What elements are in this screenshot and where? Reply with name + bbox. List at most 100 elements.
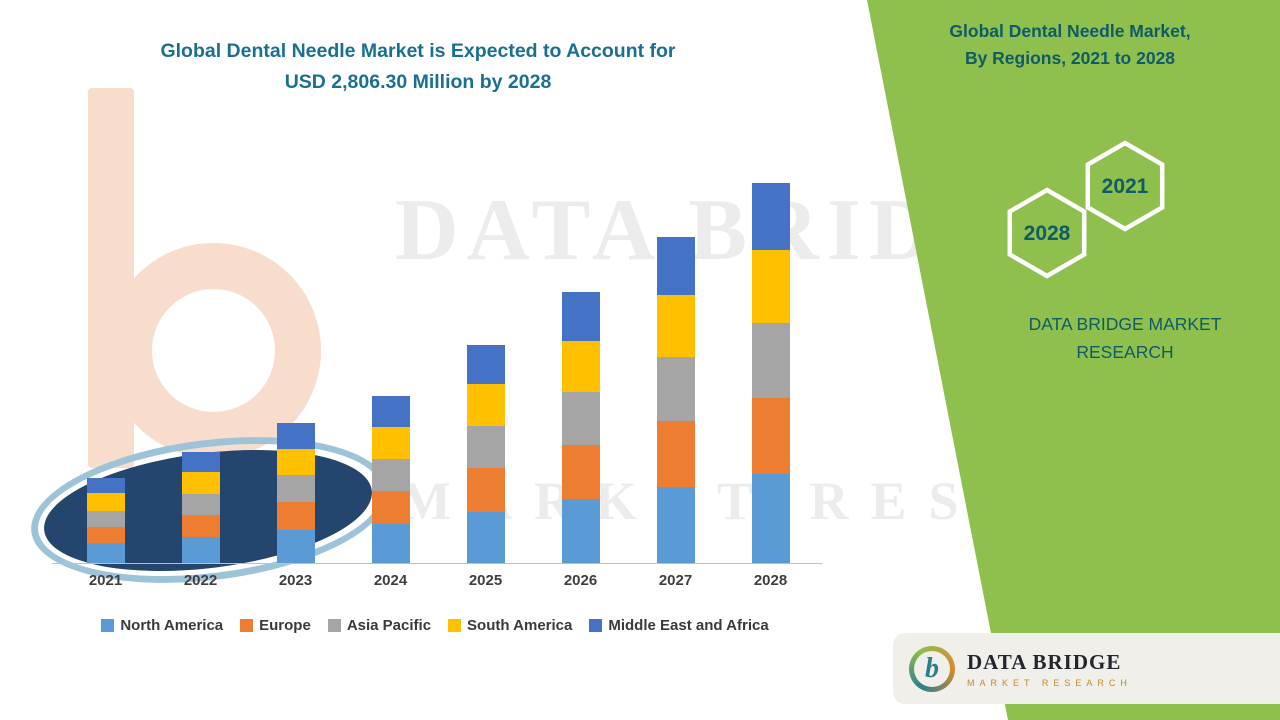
bar-segment [276, 474, 315, 503]
bar-segment [656, 236, 695, 295]
bar-segment [86, 542, 125, 563]
legend-item: Middle East and Africa [589, 617, 769, 634]
bar-segment [561, 392, 600, 446]
stacked-bar-2022 [181, 451, 220, 563]
legend-item: South America [448, 617, 572, 634]
bar-segment [86, 526, 125, 543]
brand-card: b DATA BRIDGE MARKET RESEARCH [893, 633, 1280, 704]
bar-segment [466, 384, 505, 427]
brand-logo-icon: b [909, 645, 955, 692]
bar-segment [181, 451, 220, 473]
legend-label: South America [467, 617, 573, 634]
legend-item: Europe [240, 617, 311, 634]
legend-label: Asia Pacific [346, 617, 432, 634]
bar-segment [371, 426, 410, 459]
bar-segment [276, 502, 315, 530]
bar-segment [371, 490, 410, 524]
chart-title: Global Dental Needle Market is Expected … [60, 36, 776, 98]
bar-segment [181, 514, 220, 537]
bar-group [58, 183, 153, 563]
x-axis-label: 2024 [373, 572, 408, 589]
bar-segment [276, 448, 315, 475]
bar-group [153, 183, 248, 563]
legend: North America Europe Asia Pacific South Ame… [40, 617, 830, 634]
bar-segment [751, 323, 790, 398]
legend-swatch [240, 619, 254, 632]
x-axis-label: 2027 [658, 572, 693, 589]
bar-group [723, 183, 818, 563]
legend-label: Middle East and Africa [608, 617, 769, 634]
side-panel-brand-line2: RESEARCH [1076, 342, 1174, 362]
stacked-bar-2021 [86, 477, 125, 563]
bar-segment [751, 473, 790, 563]
bar-segment [561, 340, 600, 393]
bar-segment [751, 183, 790, 251]
hexagon-2021-label: 2021 [1102, 175, 1149, 198]
chart-title-line1: Global Dental Needle Market is Expected … [160, 40, 676, 62]
legend-label: North America [120, 617, 224, 634]
bar-segment [751, 250, 790, 324]
bar-segment [276, 422, 315, 449]
bar-segment [466, 511, 505, 563]
bar-group [343, 183, 438, 563]
bar-segment [751, 397, 790, 474]
legend-item: North America [101, 617, 223, 634]
legend-label: Europe [259, 617, 311, 634]
brand-subtitle: MARKET RESEARCH [967, 677, 1132, 688]
bar-group [533, 183, 628, 563]
bar-segment [276, 529, 315, 563]
bar-segment [466, 344, 505, 385]
brand-name: DATA BRIDGE [967, 649, 1122, 674]
stacked-bar-2023 [276, 422, 315, 563]
side-panel-title-line2: By Regions, 2021 to 2028 [964, 48, 1176, 69]
bar-segment [466, 426, 505, 469]
bar-segment [181, 493, 220, 515]
side-panel-title: Global Dental Needle Market, By Regions,… [905, 18, 1235, 72]
bar-segment [656, 486, 695, 563]
bar-segment [561, 445, 600, 500]
hexagon-2028 [1007, 187, 1087, 279]
legend-swatch [448, 619, 462, 632]
x-axis-label: 2023 [278, 572, 313, 589]
bar-segment [86, 510, 125, 527]
x-axis-labels: 2021 2022 2023 2024 2025 2026 2027 2028 [58, 572, 818, 589]
year-hexagons: 2028 2021 [1007, 140, 1165, 279]
x-axis-label: 2026 [563, 572, 598, 589]
bar-segment [181, 472, 220, 494]
stacked-bar-2024 [371, 396, 410, 563]
stacked-bar-2028 [751, 183, 790, 563]
bar-segment [561, 292, 600, 341]
bar-segment [86, 477, 125, 494]
bar-group [438, 183, 533, 563]
hexagon-2021 [1085, 140, 1165, 232]
bar-segment [181, 536, 220, 563]
brand-logo-monogram: b [925, 652, 939, 684]
legend-swatch [101, 619, 115, 632]
side-panel-brand-text: DATA BRIDGE MARKET RESEARCH [985, 310, 1265, 366]
stacked-bar-2027 [656, 236, 695, 563]
stacked-bar-2026 [561, 292, 600, 563]
bar-segment [371, 396, 410, 427]
bar-segment [656, 294, 695, 358]
side-panel-brand-line1: DATA BRIDGE MARKET [1028, 314, 1222, 334]
brand-wordmark: DATA BRIDGE MARKET RESEARCH [967, 650, 1132, 688]
x-axis-line [52, 563, 822, 564]
x-axis-label: 2028 [753, 572, 788, 589]
x-axis-label: 2025 [468, 572, 503, 589]
chart-title-line2: USD 2,806.30 Million by 2028 [284, 71, 552, 94]
bar-segment [656, 420, 695, 487]
x-axis-label: 2021 [88, 572, 123, 589]
legend-item: Asia Pacific [327, 617, 432, 634]
side-panel-title-line1: Global Dental Needle Market, [949, 21, 1191, 41]
bar-segment [86, 493, 125, 511]
stacked-bar-2025 [466, 344, 505, 563]
bar-segment [561, 499, 600, 563]
legend-swatch [589, 619, 603, 632]
bar-segment [466, 468, 505, 512]
bar-segment [656, 357, 695, 421]
legend-swatch [327, 619, 341, 632]
bar-segment [371, 523, 410, 563]
hexagon-2028-label: 2028 [1024, 222, 1071, 245]
bar-segment [371, 458, 410, 491]
